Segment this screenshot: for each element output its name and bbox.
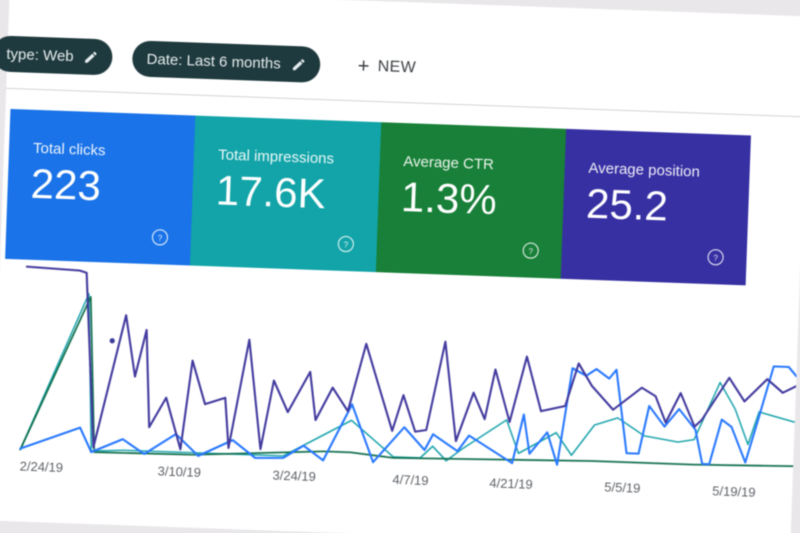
svg-text:?: ? xyxy=(528,247,533,256)
svg-text:?: ? xyxy=(158,234,163,243)
svg-text:?: ? xyxy=(343,240,348,249)
svg-text:?: ? xyxy=(713,254,718,263)
